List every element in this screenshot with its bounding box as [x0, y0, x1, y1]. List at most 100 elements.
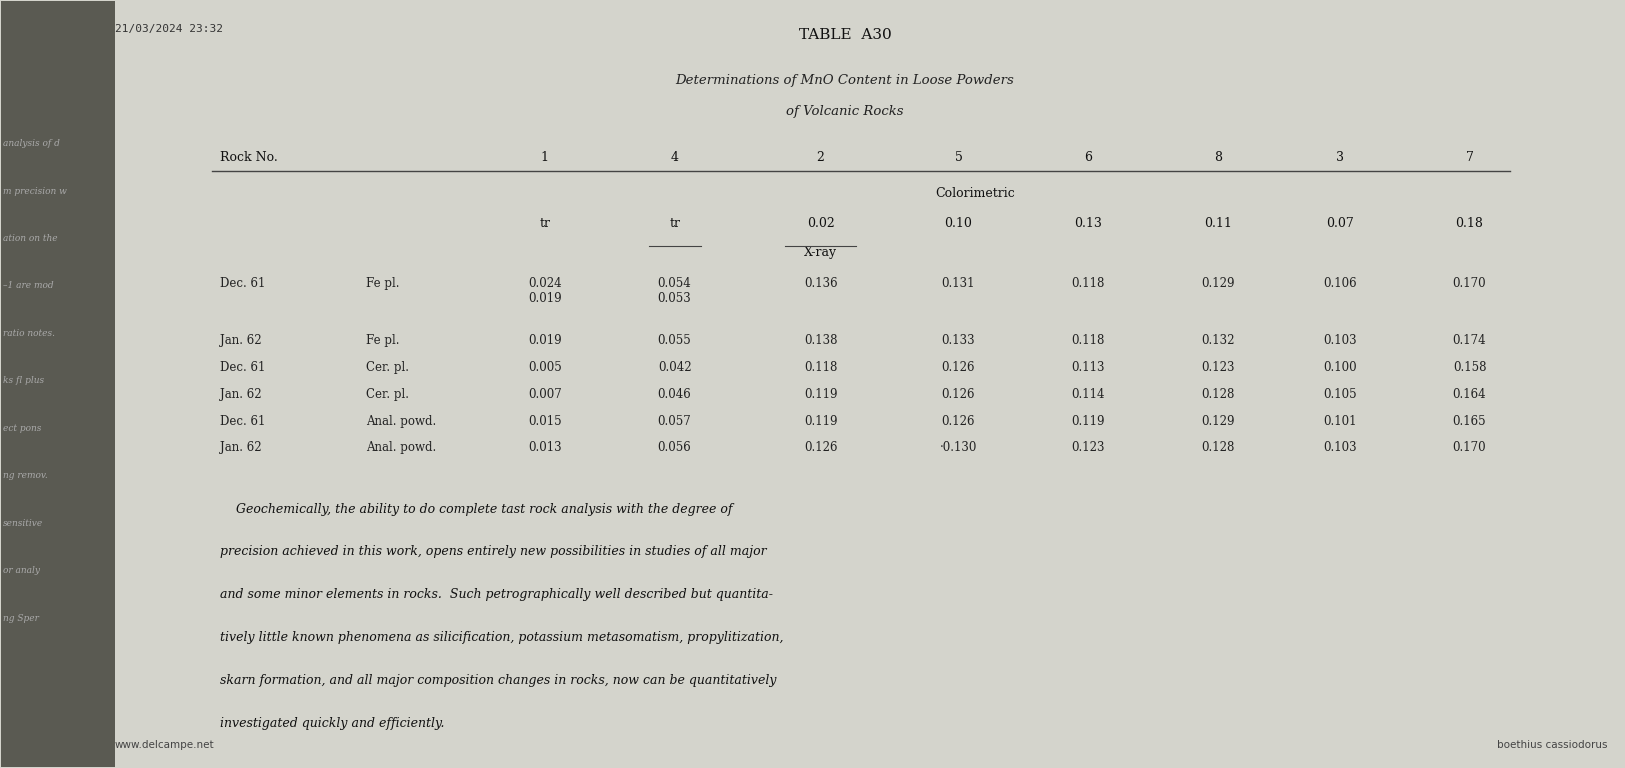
Text: 0.128: 0.128 — [1201, 442, 1235, 455]
Text: ect pons: ect pons — [3, 424, 41, 433]
Text: 0.005: 0.005 — [528, 361, 562, 374]
Text: Dec. 61: Dec. 61 — [221, 361, 266, 374]
Text: ation on the: ation on the — [3, 234, 57, 243]
Text: Rock No.: Rock No. — [221, 151, 278, 164]
Text: Anal. powd.: Anal. powd. — [366, 415, 437, 428]
Text: and some minor elements in rocks.  Such petrographically well described but quan: and some minor elements in rocks. Such p… — [221, 588, 774, 601]
Text: 0.015: 0.015 — [528, 415, 562, 428]
Text: 0.11: 0.11 — [1204, 217, 1232, 230]
Text: 0.118: 0.118 — [1071, 334, 1105, 347]
Text: 0.103: 0.103 — [1323, 442, 1357, 455]
Text: 0.123: 0.123 — [1071, 442, 1105, 455]
Text: Determinations of MnO Content in Loose Powders: Determinations of MnO Content in Loose P… — [676, 74, 1014, 87]
Text: 0.07: 0.07 — [1326, 217, 1354, 230]
Text: 0.119: 0.119 — [804, 415, 837, 428]
Text: ks fl plus: ks fl plus — [3, 376, 44, 386]
Text: 8: 8 — [1214, 151, 1222, 164]
Text: 0.138: 0.138 — [804, 334, 837, 347]
Text: 0.055: 0.055 — [658, 334, 692, 347]
Text: www.delcampe.net: www.delcampe.net — [115, 740, 214, 750]
Text: 0.101: 0.101 — [1323, 415, 1357, 428]
Text: Fe pl.: Fe pl. — [366, 277, 400, 290]
Text: sensitive: sensitive — [3, 518, 44, 528]
Text: 0.119: 0.119 — [804, 388, 837, 401]
Text: 0.105: 0.105 — [1323, 388, 1357, 401]
Text: Anal. powd.: Anal. powd. — [366, 442, 437, 455]
Text: 0.123: 0.123 — [1201, 361, 1235, 374]
Text: 1: 1 — [541, 151, 549, 164]
Text: 4: 4 — [671, 151, 679, 164]
Text: 0.103: 0.103 — [1323, 334, 1357, 347]
Text: Cer. pl.: Cer. pl. — [366, 361, 410, 374]
Text: ·0.130: ·0.130 — [939, 442, 977, 455]
Text: 0.024
0.019: 0.024 0.019 — [528, 277, 562, 305]
Text: 0.056: 0.056 — [658, 442, 692, 455]
Text: 0.007: 0.007 — [528, 388, 562, 401]
Text: Fe pl.: Fe pl. — [366, 334, 400, 347]
Text: ng Sper: ng Sper — [3, 614, 39, 623]
Text: 0.126: 0.126 — [942, 361, 975, 374]
Text: 0.18: 0.18 — [1456, 217, 1484, 230]
Text: 0.126: 0.126 — [804, 442, 837, 455]
Text: 5: 5 — [954, 151, 962, 164]
Text: 0.131: 0.131 — [942, 277, 975, 290]
Text: Dec. 61: Dec. 61 — [221, 415, 266, 428]
Text: Cer. pl.: Cer. pl. — [366, 388, 410, 401]
Text: 0.13: 0.13 — [1074, 217, 1102, 230]
Text: 0.042: 0.042 — [658, 361, 691, 374]
Text: TABLE  A30: TABLE A30 — [798, 28, 892, 42]
Text: –1 are mod: –1 are mod — [3, 281, 54, 290]
Text: investigated quickly and efficiently.: investigated quickly and efficiently. — [221, 717, 445, 730]
Text: 0.118: 0.118 — [804, 361, 837, 374]
Text: analysis of d: analysis of d — [3, 139, 60, 148]
Text: 0.136: 0.136 — [804, 277, 837, 290]
Text: 0.118: 0.118 — [1071, 277, 1105, 290]
Text: 3: 3 — [1336, 151, 1344, 164]
Text: 0.164: 0.164 — [1453, 388, 1487, 401]
Text: skarn formation, and all major composition changes in rocks, now can be quantita: skarn formation, and all major compositi… — [221, 674, 777, 687]
Text: ng remov.: ng remov. — [3, 472, 47, 480]
Text: 0.165: 0.165 — [1453, 415, 1487, 428]
Text: 0.126: 0.126 — [942, 388, 975, 401]
Text: Jan. 62: Jan. 62 — [221, 334, 262, 347]
Text: 0.129: 0.129 — [1201, 277, 1235, 290]
FancyBboxPatch shape — [2, 2, 115, 766]
Text: boethius cassiodorus: boethius cassiodorus — [1497, 740, 1607, 750]
Text: 6: 6 — [1084, 151, 1092, 164]
Text: X-ray: X-ray — [804, 247, 837, 260]
Text: tively little known phenomena as silicification, potassium metasomatism, propyli: tively little known phenomena as silicif… — [221, 631, 783, 644]
Text: 0.106: 0.106 — [1323, 277, 1357, 290]
Text: 0.174: 0.174 — [1453, 334, 1487, 347]
Text: 0.013: 0.013 — [528, 442, 562, 455]
Text: Jan. 62: Jan. 62 — [221, 442, 262, 455]
Text: 0.019: 0.019 — [528, 334, 562, 347]
Text: 2: 2 — [817, 151, 824, 164]
Text: 0.119: 0.119 — [1071, 415, 1105, 428]
Text: 7: 7 — [1466, 151, 1474, 164]
Text: tr: tr — [540, 217, 551, 230]
Text: 0.129: 0.129 — [1201, 415, 1235, 428]
Text: 0.132: 0.132 — [1201, 334, 1235, 347]
Text: 0.054
0.053: 0.054 0.053 — [658, 277, 692, 305]
Text: m precision w: m precision w — [3, 187, 67, 196]
Text: 0.170: 0.170 — [1453, 442, 1487, 455]
Text: or analy: or analy — [3, 566, 41, 575]
Text: ratio notes.: ratio notes. — [3, 329, 55, 338]
Text: 0.100: 0.100 — [1323, 361, 1357, 374]
Text: of Volcanic Rocks: of Volcanic Rocks — [786, 104, 904, 118]
Text: 0.02: 0.02 — [806, 217, 835, 230]
Text: 0.113: 0.113 — [1071, 361, 1105, 374]
Text: 0.057: 0.057 — [658, 415, 692, 428]
Text: Dec. 61: Dec. 61 — [221, 277, 266, 290]
Text: 0.114: 0.114 — [1071, 388, 1105, 401]
Text: 0.170: 0.170 — [1453, 277, 1487, 290]
Text: Geochemically, the ability to do complete tast rock analysis with the degree of: Geochemically, the ability to do complet… — [221, 502, 733, 515]
Text: 0.10: 0.10 — [944, 217, 972, 230]
Text: 0.046: 0.046 — [658, 388, 692, 401]
Text: Jan. 62: Jan. 62 — [221, 388, 262, 401]
Text: Colorimetric: Colorimetric — [934, 187, 1014, 200]
Text: tr: tr — [670, 217, 681, 230]
Text: precision achieved in this work, opens entirely new possibilities in studies of : precision achieved in this work, opens e… — [221, 545, 767, 558]
Text: 0.133: 0.133 — [942, 334, 975, 347]
Text: 0.158: 0.158 — [1453, 361, 1487, 374]
